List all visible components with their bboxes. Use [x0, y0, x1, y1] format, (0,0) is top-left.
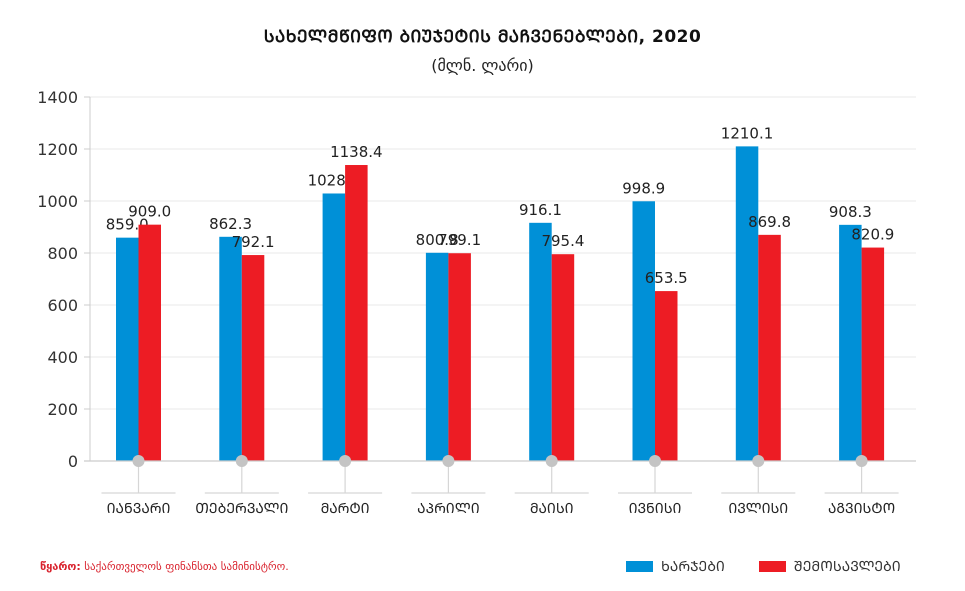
legend-item-revenues: ᲨᲔᲛᲝᲡᲐᲕᲚᲔᲑᲘ	[758, 557, 901, 576]
data-label-revenues: 909.0	[128, 203, 171, 221]
y-tick-label: 600	[47, 296, 78, 315]
legend-label-revenues: ᲨᲔᲛᲝᲡᲐᲕᲚᲔᲑᲘ	[793, 559, 901, 575]
source-text: საქართველოს ფინანსთა სამინისტრო.	[84, 560, 289, 573]
category-marker	[235, 455, 248, 467]
category-marker	[545, 455, 558, 467]
data-label-revenues: 792.1	[232, 233, 275, 251]
source-label: წყარო:	[40, 560, 81, 573]
legend-label-expenses: ᲮᲐᲠᲯᲔᲑᲘ	[661, 559, 725, 575]
bar-expenses	[219, 236, 242, 461]
data-label-expenses: 916.1	[519, 201, 562, 219]
category-marker	[442, 455, 455, 467]
chart-title: ᲡᲐᲮᲔᲚᲛᲬᲘᲤᲝ ᲑᲘᲣᲯᲔᲢᲘᲡ ᲛᲐᲩᲕᲔᲜᲔᲑᲚᲔᲑᲘ, 2020	[263, 27, 702, 47]
bar-revenues	[758, 234, 781, 461]
category-marker	[752, 455, 765, 467]
data-label-revenues: 1138.4	[330, 143, 383, 161]
data-label-expenses: 1210.1	[721, 124, 774, 142]
data-label-revenues: 795.4	[541, 232, 584, 250]
data-label-revenues: 820.9	[851, 226, 894, 244]
bar-revenues	[861, 247, 885, 461]
category-marker	[649, 455, 661, 467]
data-label-revenues: 869.8	[748, 213, 791, 231]
x-tick-label: ᲘᲕᲜᲘᲡᲘ	[629, 501, 682, 517]
bar-expenses	[425, 252, 449, 461]
y-tick-label: 1000	[37, 192, 78, 211]
bar-revenues	[448, 253, 471, 461]
y-tick-label: 200	[47, 400, 78, 419]
bar-expenses	[735, 146, 759, 461]
bar-expenses	[839, 224, 862, 461]
source-note: წყარო: საქართველოს ფინანსთა სამინისტრო.	[40, 560, 289, 573]
x-tick-label: ᲗᲔᲑᲔᲠᲕᲐᲚᲘ	[195, 501, 288, 517]
data-label-expenses: 859.0	[106, 216, 149, 234]
bar-expenses	[322, 193, 346, 461]
bar-expenses	[116, 237, 139, 461]
category-marker	[132, 455, 145, 467]
category-marker	[339, 455, 352, 467]
x-tick-label: ᲘᲕᲚᲘᲡᲘ	[728, 501, 788, 517]
x-tick-label: ᲛᲐᲘᲡᲘ	[530, 501, 574, 517]
y-tick-label: 1400	[37, 88, 78, 107]
y-tick-label: 1200	[37, 140, 78, 159]
legend-item-expenses: ᲮᲐᲠᲯᲔᲑᲘ	[626, 557, 725, 576]
x-tick-label: ᲛᲐᲠᲢᲘ	[321, 501, 370, 517]
x-tick-label: ᲘᲐᲜᲕᲐᲠᲘ	[107, 501, 171, 517]
legend: ᲮᲐᲠᲯᲔᲑᲘ ᲨᲔᲛᲝᲡᲐᲕᲚᲔᲑᲘ	[626, 557, 935, 576]
legend-swatch-expenses	[626, 561, 653, 572]
category-marker	[855, 455, 868, 467]
x-tick-label: ᲐᲒᲕᲘᲡᲢᲝ	[828, 501, 895, 517]
y-tick-label: 800	[47, 244, 78, 263]
data-label-expenses: 908.3	[829, 203, 872, 221]
data-label-revenues: 799.1	[438, 231, 481, 249]
bar-revenues	[655, 291, 678, 461]
data-label-expenses: 862.3	[209, 215, 252, 233]
bar-revenues	[138, 224, 161, 461]
data-label-expenses: 998.9	[622, 179, 665, 197]
legend-swatch-revenues	[758, 561, 786, 572]
data-label-expenses: 800.8	[416, 231, 459, 249]
x-tick-label: ᲐᲞᲠᲘᲚᲘ	[417, 501, 479, 517]
y-tick-label: 0	[68, 452, 78, 471]
bar-expenses	[529, 222, 552, 461]
bar-revenues	[345, 165, 368, 462]
bar-expenses	[632, 201, 655, 461]
bar-revenues	[241, 255, 265, 461]
data-label-revenues: 653.5	[645, 269, 688, 287]
y-tick-label: 400	[47, 348, 78, 367]
chart-subtitle: (მლნ. ლარი)	[431, 56, 534, 75]
bar-revenues	[551, 254, 575, 461]
